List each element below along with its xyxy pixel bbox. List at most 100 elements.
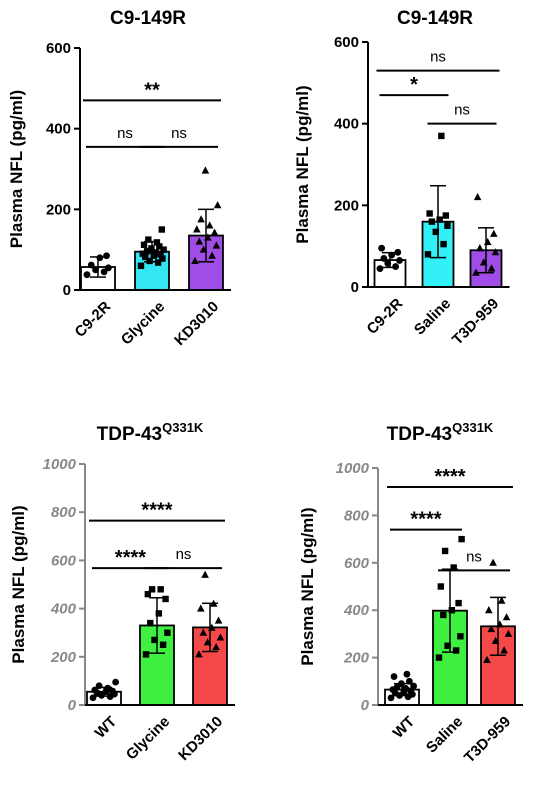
data-point-T3D-959 — [504, 629, 513, 637]
data-point-Glycine — [142, 651, 150, 658]
y-tick-label: 400 — [343, 602, 370, 619]
data-point-Saline — [440, 611, 447, 619]
data-point-Saline — [424, 251, 432, 258]
data-point-Saline — [426, 210, 433, 217]
x-tick-label: T3D-959 — [461, 713, 514, 766]
data-point-Saline — [458, 535, 465, 543]
data-point-Saline — [435, 654, 443, 661]
data-point-Glycine — [143, 248, 151, 255]
data-point-Glycine — [157, 586, 164, 593]
y-axis-label: Plasma NFL (pg/ml) — [9, 505, 28, 663]
data-point-Saline — [455, 599, 462, 607]
data-point-Glycine — [148, 586, 156, 593]
x-tick-label: Glycine — [118, 298, 168, 348]
data-point-KD3010 — [214, 616, 223, 624]
data-point-Glycine — [153, 239, 161, 246]
data-point-T3D-959 — [496, 620, 504, 628]
chart-title-superscript: Q331K — [162, 420, 204, 435]
y-tick-label: 200 — [46, 201, 71, 218]
y-tick-label: 800 — [51, 504, 77, 521]
y-tick-label: 400 — [50, 601, 77, 618]
x-tick-label: Glycine — [123, 713, 173, 763]
data-point-Saline — [450, 564, 457, 571]
data-point-T3D-959 — [483, 237, 492, 246]
data-point-KD3010 — [212, 642, 220, 651]
y-tick-label: 600 — [344, 555, 370, 572]
data-point-C9-2R — [380, 255, 388, 262]
x-tick-label: WT — [390, 713, 419, 742]
data-point-Glycine — [159, 255, 166, 262]
x-tick-label: WT — [92, 713, 121, 742]
x-tick-label: KD3010 — [175, 713, 226, 764]
data-point-KD3010 — [195, 650, 203, 658]
significance-label: **** — [141, 500, 172, 522]
data-point-WT — [89, 694, 97, 702]
y-axis-label: Plasma NFL (pg/ml) — [7, 90, 26, 248]
data-point-Saline — [444, 222, 451, 229]
data-point-C9-2R — [392, 263, 399, 270]
chart-title: C9-149R — [110, 8, 186, 29]
data-point-Saline — [428, 218, 436, 225]
data-point-Glycine — [152, 249, 159, 256]
y-tick-label: 0 — [63, 282, 71, 299]
data-point-Saline — [441, 547, 449, 555]
data-point-Glycine — [151, 636, 158, 644]
y-axis-label: Plasma NFL (pg/ml) — [298, 507, 317, 665]
data-point-Glycine — [164, 629, 171, 636]
data-point-KD3010 — [201, 166, 210, 174]
data-point-Glycine — [146, 257, 153, 265]
data-point-WT — [403, 670, 411, 678]
data-point-KD3010 — [191, 256, 199, 264]
data-point-KD3010 — [199, 628, 208, 636]
y-tick-label: 800 — [344, 507, 370, 524]
y-tick-label: 0 — [351, 279, 359, 296]
data-point-C9-2R — [396, 257, 403, 264]
data-point-KD3010 — [208, 251, 216, 259]
data-point-KD3010 — [201, 570, 209, 578]
data-point-Glycine — [159, 641, 167, 648]
data-point-C9-2R — [103, 252, 110, 260]
data-point-Glycine — [137, 262, 145, 269]
data-point-KD3010 — [212, 241, 221, 249]
data-point-WT — [112, 678, 120, 686]
significance-label: **** — [434, 466, 465, 488]
x-tick-label: T3D-959 — [449, 295, 502, 348]
y-tick-label: 600 — [51, 552, 77, 569]
significance-label: **** — [410, 509, 441, 531]
data-point-Glycine — [139, 250, 147, 257]
data-point-KD3010 — [210, 228, 219, 236]
panel-tdp43-glycine-kd3010: TDP-43Q331K Plasma NFL (pg/ml) 0 200 400 600 8… — [9, 420, 235, 764]
data-point-T3D-959 — [497, 596, 506, 604]
significance-label: * — [410, 74, 418, 96]
data-point-Glycine — [162, 595, 169, 603]
data-point-T3D-959 — [483, 655, 491, 663]
data-point-C9-2R — [87, 261, 95, 269]
data-point-Glycine — [150, 252, 158, 259]
data-point-C9-2R — [100, 268, 108, 276]
data-point-Glycine — [140, 241, 148, 249]
data-point-Glycine — [142, 253, 149, 261]
data-point-T3D-959 — [490, 229, 498, 237]
data-point-WT — [390, 673, 398, 680]
y-tick-label: 0 — [361, 697, 370, 714]
data-point-Saline — [448, 607, 456, 614]
x-tick-label: Saline — [423, 713, 466, 756]
data-point-Glycine — [158, 226, 165, 233]
data-point-KD3010 — [195, 237, 204, 245]
significance-label: ns — [171, 125, 187, 142]
significance-label: ns — [176, 546, 192, 563]
significance-label: ** — [144, 79, 160, 101]
significance-label: ns — [454, 102, 470, 119]
data-point-Saline — [438, 132, 445, 140]
panel-tdp43-saline-t3d959: TDP-43Q331K Plasma NFL (pg/ml) 0 200 400 600 8… — [298, 420, 523, 766]
y-tick-label: 200 — [343, 650, 370, 667]
chart-title: TDP-43Q331K — [97, 420, 204, 445]
data-point-KD3010 — [205, 221, 214, 229]
data-point-Saline — [452, 647, 460, 654]
chart-title: C9-149R — [397, 8, 473, 29]
y-tick-label: 400 — [46, 121, 71, 138]
chart-title-superscript: Q331K — [452, 420, 494, 435]
y-tick-label: 1000 — [43, 456, 77, 473]
x-tick-label: C9-2R — [72, 298, 115, 341]
